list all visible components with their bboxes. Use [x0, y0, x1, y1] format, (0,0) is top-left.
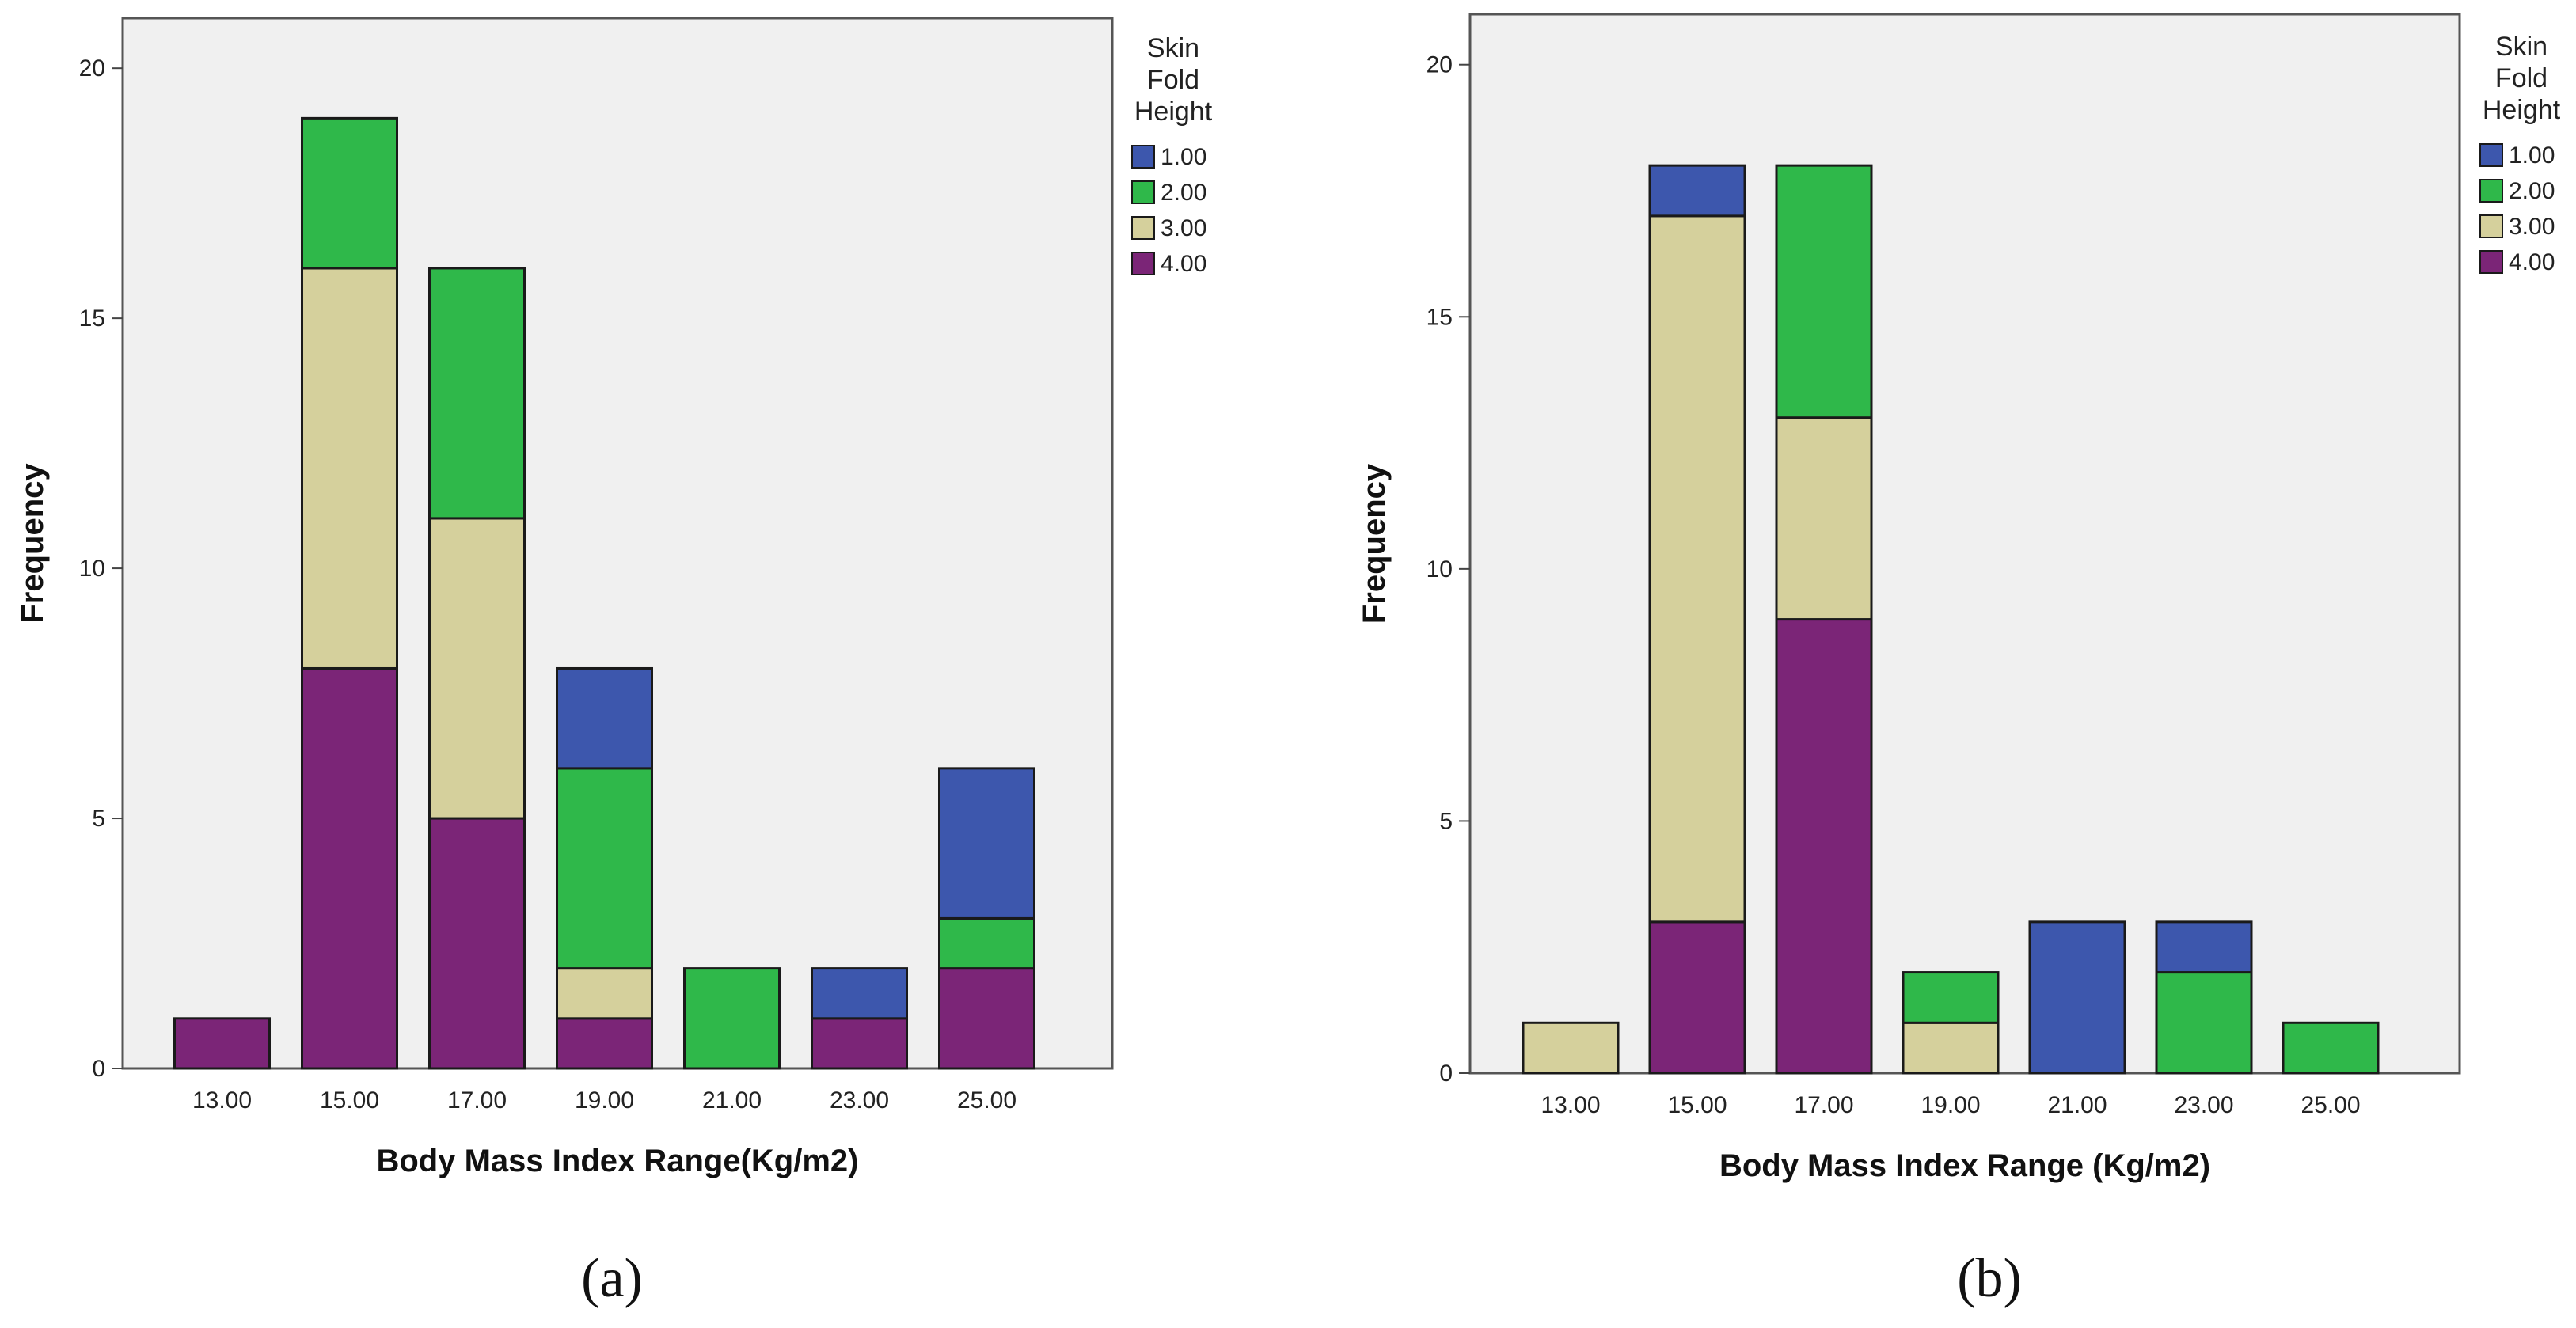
bar-segment-4.00 — [938, 967, 1035, 1070]
bar-segment-4.00 — [428, 817, 526, 1070]
bar-segment-3.00 — [1902, 1021, 2000, 1075]
plot-area — [1468, 13, 2461, 1075]
y-axis-label: Frequency — [1357, 463, 1392, 624]
legend-swatch-1.00 — [1131, 145, 1155, 169]
y-tick-label: 5 — [1439, 808, 1453, 834]
bar-segment-2.00 — [556, 767, 653, 970]
bar-segment-2.00 — [1902, 971, 2000, 1024]
bar-segment-3.00 — [1648, 214, 1746, 924]
legend-label: 2.00 — [2509, 178, 2555, 204]
legend-label: 4.00 — [1161, 251, 1206, 277]
y-tick-label: 0 — [92, 1056, 105, 1082]
bar-segment-2.00 — [301, 116, 398, 270]
bar-segment-1.00 — [811, 967, 908, 1020]
bar-segment-1.00 — [2028, 920, 2126, 1075]
legend-label: 4.00 — [2509, 249, 2555, 275]
x-axis-label: Body Mass Index Range (Kg/m2) — [1719, 1148, 2210, 1183]
chart-panel-a: 0 5 10 15 20 Frequency 13.00 15.00 17.00 19.00 21.… — [15, 17, 1213, 1309]
legend-swatch-2.00 — [1131, 180, 1155, 204]
bar-segment-3.00 — [301, 267, 398, 670]
y-tick-label: 15 — [1427, 304, 1453, 330]
legend-swatch-1.00 — [2479, 143, 2503, 167]
bar-segment-1.00 — [1648, 164, 1746, 218]
legend-swatch-4.00 — [1131, 252, 1155, 275]
panel-caption: (b) — [1957, 1248, 2022, 1309]
legend-title-line: Skin — [1147, 33, 1199, 63]
x-tick-label: 25.00 — [957, 1087, 1016, 1114]
bar-segment-4.00 — [556, 1017, 653, 1070]
legend-swatch-4.00 — [2479, 250, 2503, 274]
y-tick-label: 5 — [92, 806, 105, 832]
x-tick-label: 15.00 — [1667, 1092, 1727, 1118]
x-tick-label: 21.00 — [702, 1087, 762, 1114]
bar-segment-4.00 — [1648, 920, 1746, 1075]
x-axis-label: Body Mass Index Range(Kg/m2) — [376, 1144, 858, 1178]
chart-panel-b: 0 5 10 15 20 Frequency 13.00 15.00 17.00 19.00 21.… — [1357, 13, 2561, 1309]
legend-title-line: Fold — [2495, 63, 2548, 93]
bar-segment-4.00 — [1775, 618, 1873, 1075]
x-tick-label: 23.00 — [830, 1087, 889, 1114]
y-axis-label: Frequency — [15, 463, 50, 624]
x-tick-label: 17.00 — [447, 1087, 507, 1114]
legend-label: 2.00 — [1161, 180, 1206, 206]
y-tick-label: 10 — [1427, 556, 1453, 582]
y-tick-label: 20 — [1427, 52, 1453, 78]
bar-segment-3.00 — [1775, 416, 1873, 621]
bar-segment-2.00 — [1775, 164, 1873, 419]
bar-segment-4.00 — [301, 666, 398, 1070]
x-tick-label: 25.00 — [2301, 1092, 2360, 1118]
x-tick-label: 21.00 — [2047, 1092, 2107, 1118]
y-tick-label: 20 — [79, 55, 105, 82]
bar-segment-1.00 — [556, 666, 653, 770]
legend-title-line: Height — [2483, 95, 2561, 125]
bar-segment-2.00 — [428, 267, 526, 520]
legend-title-line: Skin — [2495, 32, 2548, 62]
y-tick-label: 10 — [79, 556, 105, 582]
legend-label: 3.00 — [1161, 215, 1206, 241]
legend-swatch-3.00 — [1131, 216, 1155, 240]
legend-label: 3.00 — [2509, 214, 2555, 240]
legend-swatch-2.00 — [2479, 179, 2503, 203]
legend-label: 1.00 — [2509, 142, 2555, 169]
x-tick-label: 13.00 — [1541, 1092, 1600, 1118]
bar-segment-2.00 — [683, 967, 781, 1070]
panel-caption: (a) — [581, 1248, 643, 1309]
legend-title-line: Height — [1134, 97, 1213, 127]
bar-segment-2.00 — [938, 916, 1035, 970]
bar-segment-3.00 — [1522, 1021, 1620, 1075]
x-tick-label: 19.00 — [575, 1087, 634, 1114]
x-tick-label: 23.00 — [2174, 1092, 2233, 1118]
bar-segment-1.00 — [2155, 920, 2253, 974]
x-tick-label: 19.00 — [1921, 1092, 1980, 1118]
bar-segment-3.00 — [428, 517, 526, 820]
y-tick-label: 0 — [1439, 1061, 1453, 1087]
x-tick-label: 17.00 — [1794, 1092, 1853, 1118]
x-tick-label: 15.00 — [320, 1087, 379, 1114]
bar-segment-4.00 — [173, 1017, 271, 1070]
bar-segment-3.00 — [556, 967, 653, 1020]
legend-title-line: Fold — [1147, 65, 1199, 95]
bar-segment-2.00 — [2155, 971, 2253, 1075]
y-tick-label: 15 — [79, 305, 105, 332]
legend-label: 1.00 — [1161, 144, 1206, 170]
bar-segment-4.00 — [811, 1017, 908, 1070]
legend-swatch-3.00 — [2479, 214, 2503, 238]
x-tick-label: 13.00 — [192, 1087, 252, 1114]
bar-segment-2.00 — [2282, 1021, 2380, 1075]
bar-segment-1.00 — [938, 767, 1035, 920]
